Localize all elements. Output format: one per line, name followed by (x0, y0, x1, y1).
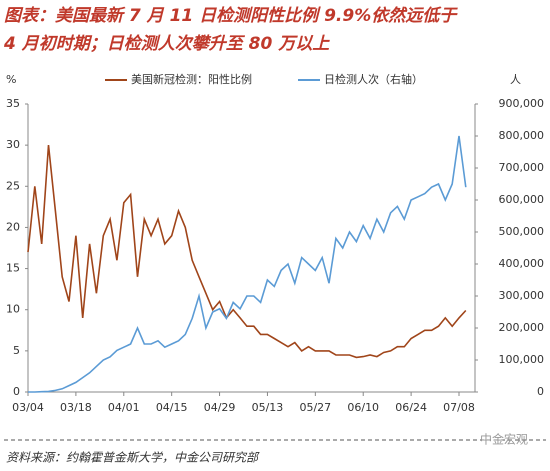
series-line (27, 145, 467, 359)
x-tick-label: 03/18 (60, 401, 92, 414)
y2-tick-label: 900,000 (499, 97, 545, 110)
source: 资料来源：约翰霍普金斯大学，中金公司研究部 (6, 451, 260, 465)
y-tick-label: 0 (13, 385, 20, 398)
x-tick-label: 05/13 (252, 401, 284, 414)
x-tick-label: 05/27 (299, 401, 331, 414)
legend-label: 美国新冠检测：阳性比例 (131, 72, 252, 86)
x-tick-label: 06/24 (395, 401, 427, 414)
y2-tick-label: 700,000 (499, 161, 545, 174)
y2-tick-label: 500,000 (499, 225, 545, 238)
y-tick-label: 10 (6, 303, 20, 316)
y2-tick-label: 600,000 (499, 193, 545, 206)
watermark: 中金宏观 (480, 432, 528, 447)
x-tick-label: 06/10 (347, 401, 379, 414)
x-tick-label: 03/04 (12, 401, 44, 414)
y-tick-label: 15 (6, 262, 20, 275)
y2-tick-label: 200,000 (499, 321, 545, 334)
y-tick-label: 20 (6, 220, 20, 233)
x-tick-label: 04/01 (108, 401, 140, 414)
x-tick-label: 07/08 (443, 401, 475, 414)
y-tick-label: 30 (6, 138, 20, 151)
y2-tick-label: 800,000 (499, 129, 545, 142)
y2-tick-label: 300,000 (499, 289, 545, 302)
series-line (28, 135, 467, 393)
y-axis-label: % (6, 73, 16, 86)
x-tick-label: 04/29 (204, 401, 236, 414)
chart-title: 图表：美国最新 7 月 11 日检测阳性比例 9.9%依然远低于 (4, 6, 458, 26)
y-tick-label: 5 (13, 344, 20, 357)
y-tick-label: 25 (6, 179, 20, 192)
chart-title: 4 月初时期；日检测人次攀升至 80 万以上 (3, 34, 330, 54)
y2-tick-label: 100,000 (499, 353, 545, 366)
y-tick-label: 35 (6, 97, 20, 110)
x-tick-label: 04/15 (156, 401, 188, 414)
y2-tick-label: 0 (537, 385, 544, 398)
y2-tick-label: 400,000 (499, 257, 545, 270)
legend-label: 日检测人次（右轴） (324, 72, 423, 86)
y2-axis-label: 人 (510, 73, 521, 86)
